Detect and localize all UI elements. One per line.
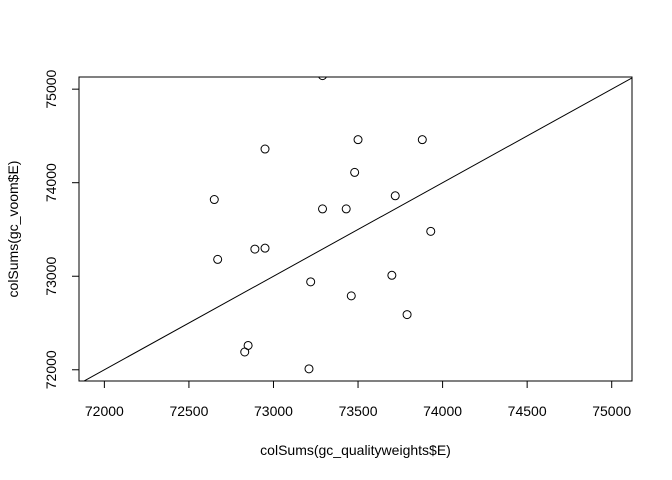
y-axis: 72000 73000 74000 75000 — [43, 69, 80, 389]
x-tick-label: 73000 — [254, 403, 293, 419]
x-tick-label: 73500 — [339, 403, 378, 419]
x-axis: 72000 72500 73000 73500 74000 74500 75000 — [85, 380, 631, 419]
data-point — [240, 347, 250, 357]
x-tick-label: 74000 — [423, 403, 462, 419]
data-point — [350, 167, 360, 177]
x-tick-label: 72000 — [85, 403, 124, 419]
plot-frame — [78, 76, 633, 382]
data-point — [346, 291, 356, 301]
data-point — [250, 244, 260, 254]
data-point — [304, 364, 314, 374]
data-point — [426, 226, 436, 236]
data-point — [390, 191, 400, 201]
data-point — [209, 195, 219, 205]
x-axis-label: colSums(gc_qualityweights$E) — [260, 442, 451, 458]
data-point — [260, 144, 270, 154]
x-tick-label: 74500 — [508, 403, 547, 419]
data-point — [318, 204, 328, 214]
data-point — [318, 77, 327, 81]
data-point — [306, 277, 316, 287]
x-tick-label: 75000 — [592, 403, 631, 419]
data-point — [341, 204, 351, 214]
data-point — [260, 243, 270, 253]
y-axis-label: colSums(gc_voom$E) — [5, 161, 21, 298]
x-tick-label: 72500 — [169, 403, 208, 419]
y-tick-label: 74000 — [43, 163, 59, 202]
data-point — [417, 135, 427, 145]
data-point — [213, 254, 223, 264]
data-point — [387, 270, 397, 280]
data-point — [402, 310, 412, 320]
data-point — [353, 135, 363, 145]
y-tick-label: 75000 — [43, 69, 59, 108]
y-tick-label: 72000 — [43, 350, 59, 389]
y-tick-label: 73000 — [43, 257, 59, 296]
